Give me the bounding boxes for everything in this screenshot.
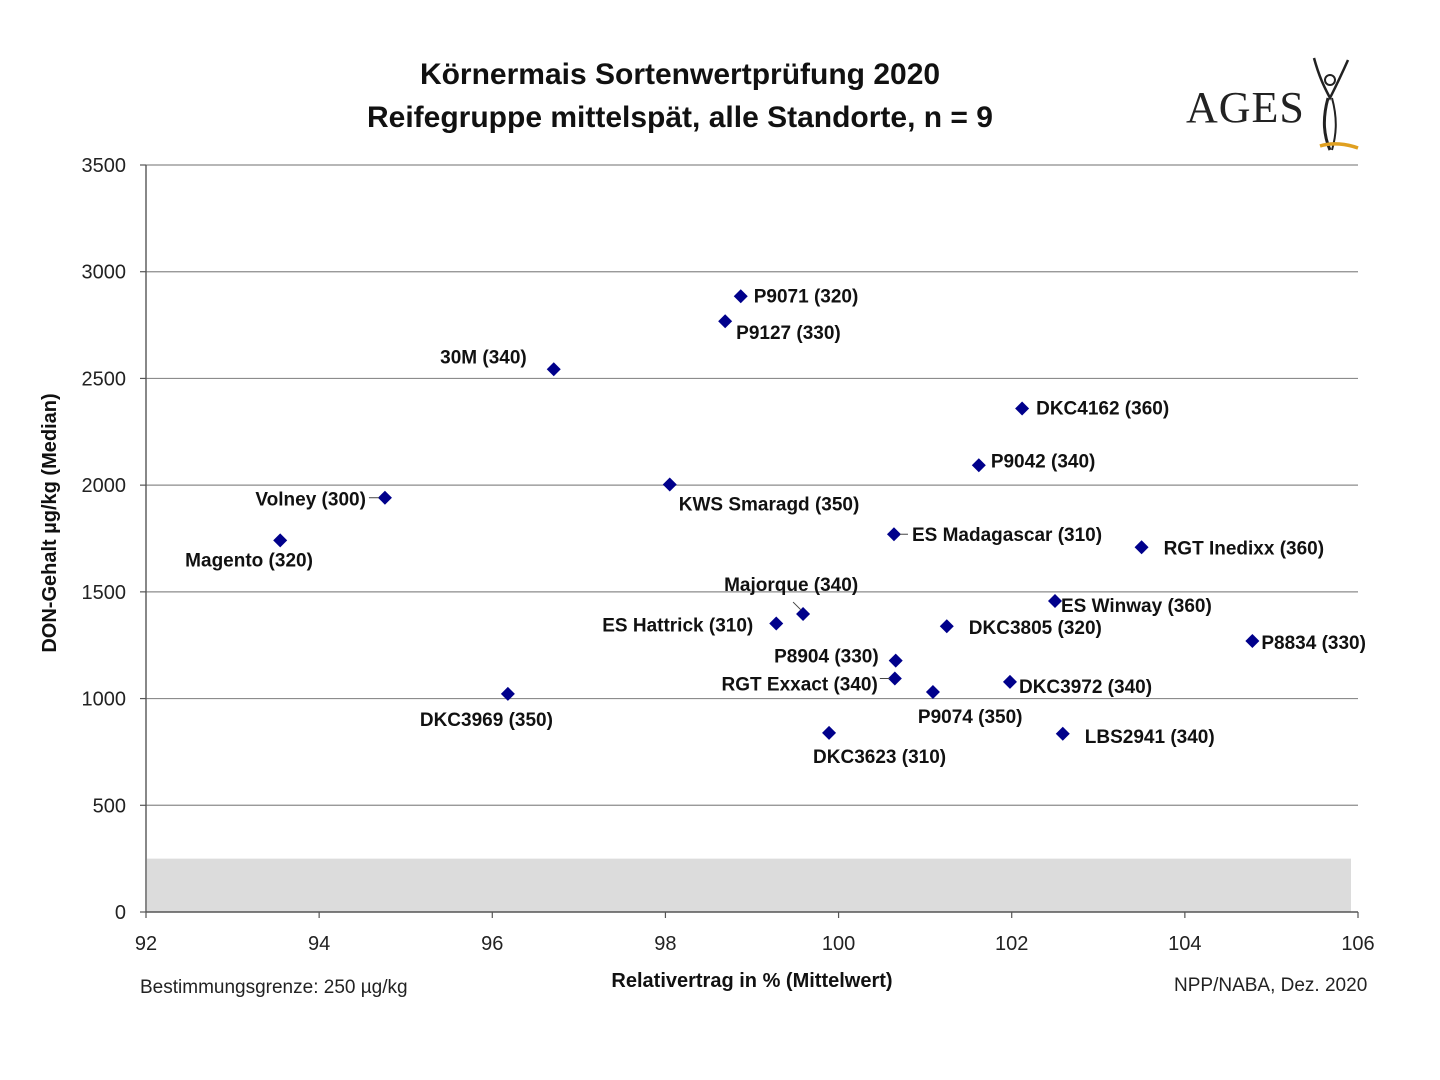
data-point-marker bbox=[796, 607, 811, 622]
data-point-marker bbox=[886, 527, 901, 542]
data-point-label: P9071 (320) bbox=[754, 286, 859, 307]
data-point-label: Magento (320) bbox=[185, 550, 313, 571]
x-tick-label: 104 bbox=[1168, 933, 1201, 955]
data-point-marker bbox=[718, 314, 733, 329]
data-point-label: DKC3972 (340) bbox=[1019, 677, 1152, 698]
data-point-marker bbox=[1134, 540, 1149, 555]
data-point-label: RGT Exxact (340) bbox=[722, 675, 878, 696]
data-point-marker bbox=[939, 619, 954, 634]
data-point-marker bbox=[377, 490, 392, 505]
data-point-label: ES Hattrick (310) bbox=[602, 615, 753, 636]
data-point-label: ES Madagascar (310) bbox=[912, 525, 1102, 546]
data-point-marker bbox=[888, 653, 903, 668]
data-point-label: P8834 (330) bbox=[1261, 633, 1366, 654]
x-tick-label: 92 bbox=[135, 933, 157, 955]
data-point-marker bbox=[887, 671, 902, 686]
data-point-label: DKC3805 (320) bbox=[969, 618, 1102, 639]
ages-logo-figure-icon bbox=[1312, 57, 1359, 151]
chart-title-line-2: Reifegruppe mittelspät, alle Standorte, … bbox=[367, 101, 993, 134]
y-tick-label: 2000 bbox=[82, 475, 127, 497]
data-point-marker bbox=[1015, 401, 1030, 416]
data-point-marker bbox=[822, 725, 837, 740]
data-point-marker bbox=[733, 289, 748, 304]
detection-limit-note: Bestimmungsgrenze: 250 µg/kg bbox=[140, 977, 408, 998]
data-point-marker bbox=[1245, 633, 1260, 648]
leader-line bbox=[792, 601, 802, 611]
y-axis-title: DON-Gehalt µg/kg (Median) bbox=[39, 393, 61, 652]
data-point-marker bbox=[546, 362, 561, 377]
data-point-marker bbox=[273, 533, 288, 548]
chart-title-line-1: Körnermais Sortenwertprüfung 2020 bbox=[419, 58, 941, 91]
ages-logo: AGES bbox=[1182, 50, 1372, 160]
data-point-label: P9074 (350) bbox=[918, 707, 1023, 728]
y-tick-label: 3000 bbox=[82, 262, 127, 284]
data-point-label: KWS Smaragd (350) bbox=[679, 495, 860, 516]
data-point-label: DKC4162 (360) bbox=[1036, 399, 1169, 420]
data-point-marker bbox=[500, 686, 515, 701]
x-tick-label: 100 bbox=[822, 933, 855, 955]
data-point-marker bbox=[1048, 594, 1062, 609]
y-tick-label: 1500 bbox=[82, 582, 127, 604]
data-point-label: P9127 (330) bbox=[736, 323, 841, 344]
data-point-marker bbox=[769, 616, 784, 631]
x-tick-label: 94 bbox=[308, 933, 330, 955]
x-axis-title: Relativertrag in % (Mittelwert) bbox=[611, 970, 892, 992]
data-point-marker bbox=[971, 458, 986, 473]
detection-limit-band bbox=[147, 858, 1351, 912]
data-point-label: DKC3623 (310) bbox=[813, 747, 946, 768]
y-tick-label: 2500 bbox=[82, 368, 127, 390]
data-point-label: Volney (300) bbox=[255, 490, 366, 511]
x-tick-label: 98 bbox=[654, 933, 676, 955]
data-point-label: 30M (340) bbox=[440, 347, 527, 368]
data-point-marker bbox=[1055, 726, 1070, 741]
source-note: NPP/NABA, Dez. 2020 bbox=[1174, 975, 1368, 996]
data-point-label: LBS2941 (340) bbox=[1085, 727, 1215, 748]
x-tick-label: 106 bbox=[1341, 933, 1374, 955]
data-point-marker bbox=[1002, 674, 1017, 689]
data-point-label: ES Winway (360) bbox=[1061, 596, 1212, 617]
y-tick-label: 1000 bbox=[82, 689, 127, 711]
x-tick-label: 96 bbox=[481, 933, 503, 955]
x-tick-label: 102 bbox=[995, 933, 1028, 955]
data-point-marker bbox=[662, 477, 677, 492]
y-tick-label: 0 bbox=[115, 902, 126, 924]
y-tick-label: 500 bbox=[93, 795, 126, 817]
data-point-label: DKC3969 (350) bbox=[420, 710, 553, 731]
ages-logo-text: AGES bbox=[1186, 83, 1305, 132]
data-point-label: Majorque (340) bbox=[724, 575, 858, 596]
data-point-label: P8904 (330) bbox=[774, 647, 879, 668]
data-point-label: RGT Inedixx (360) bbox=[1164, 538, 1325, 559]
data-point-marker bbox=[925, 684, 940, 699]
data-point-label: P9042 (340) bbox=[991, 451, 1096, 472]
y-tick-label: 3500 bbox=[82, 155, 127, 177]
